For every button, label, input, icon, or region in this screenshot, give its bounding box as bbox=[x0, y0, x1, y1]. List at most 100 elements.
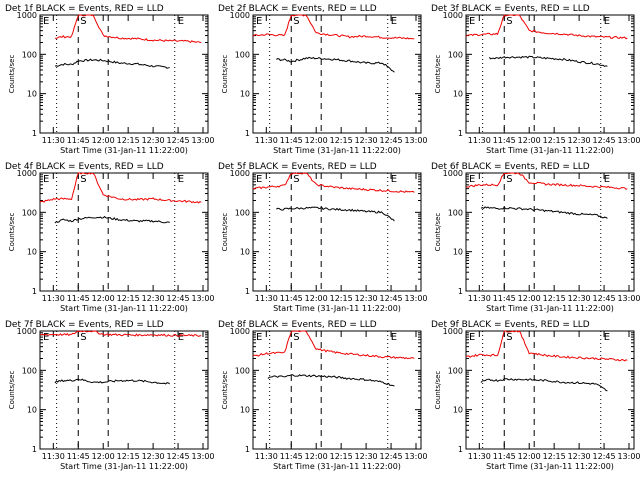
x-tick-label: 13:00 bbox=[191, 294, 214, 303]
x-tick-label: 12:30 bbox=[355, 452, 378, 461]
lld-series-line bbox=[465, 172, 628, 190]
x-tick-label: 13:00 bbox=[191, 452, 214, 461]
plot-frame bbox=[252, 14, 422, 134]
x-tick-label: 13:00 bbox=[404, 452, 427, 461]
y-tick-label: 1 bbox=[245, 445, 250, 454]
event-marker: S bbox=[80, 16, 86, 27]
y-tick-label: 1 bbox=[32, 445, 37, 454]
x-tick-label: 11:30 bbox=[468, 294, 491, 303]
chart-title: Det 4f BLACK = Events, RED = LLD bbox=[5, 162, 164, 172]
plot-frame bbox=[252, 330, 422, 450]
chart-panel: Det 1f BLACK = Events, RED = LLD 1 10 100 10… bbox=[5, 4, 215, 155]
y-tick-label: 10 bbox=[453, 90, 463, 99]
x-tick-label: 12:15 bbox=[117, 452, 140, 461]
x-tick-label: 12:00 bbox=[305, 294, 328, 303]
x-tick-label: 12:15 bbox=[330, 136, 353, 145]
events-series-line bbox=[488, 55, 608, 67]
x-tick-label: 12:00 bbox=[92, 452, 115, 461]
x-tick-label: 12:45 bbox=[380, 294, 403, 303]
x-tick-label: 12:45 bbox=[593, 294, 616, 303]
plot-frame bbox=[39, 330, 209, 450]
x-tick-label: 11:30 bbox=[255, 452, 278, 461]
x-tick-label: 11:30 bbox=[255, 136, 278, 145]
x-tick-label: 12:00 bbox=[92, 294, 115, 303]
event-marker: E bbox=[469, 332, 475, 343]
lld-series-line bbox=[252, 14, 415, 40]
x-tick-label: 12:15 bbox=[543, 452, 566, 461]
chart-title: Det 1f BLACK = Events, RED = LLD bbox=[5, 4, 164, 14]
x-tick-label: 11:45 bbox=[67, 452, 90, 461]
event-marker: S bbox=[293, 174, 299, 185]
y-tick-label: 1 bbox=[32, 287, 37, 296]
y-tick-label: 1 bbox=[458, 445, 463, 454]
x-axis-label: Start Time (31-Jan-11 11:22:00) bbox=[60, 462, 188, 471]
y-tick-label: 100 bbox=[448, 366, 463, 375]
chart-panel: Det 6f BLACK = Events, RED = LLD 1 10 100 10… bbox=[431, 162, 640, 313]
x-tick-label: 12:45 bbox=[167, 452, 190, 461]
x-tick-label: 11:30 bbox=[255, 294, 278, 303]
y-tick-label: 10 bbox=[27, 406, 37, 415]
y-tick-label: 1000 bbox=[443, 327, 463, 336]
x-tick-label: 12:15 bbox=[543, 294, 566, 303]
chart-title: Det 7f BLACK = Events, RED = LLD bbox=[5, 320, 164, 330]
chart-panel: Det 8f BLACK = Events, RED = LLD 1 10 100 10… bbox=[218, 320, 428, 471]
event-marker: S bbox=[80, 174, 86, 185]
x-tick-label: 13:00 bbox=[404, 294, 427, 303]
y-tick-label: 10 bbox=[240, 90, 250, 99]
x-tick-label: 13:00 bbox=[617, 452, 640, 461]
chart-panel: Det 9f BLACK = Events, RED = LLD 1 10 100 10… bbox=[431, 320, 640, 471]
event-marker: S bbox=[80, 332, 86, 343]
x-tick-label: 12:45 bbox=[380, 452, 403, 461]
x-axis-label: Start Time (31-Jan-11 11:22:00) bbox=[60, 146, 188, 155]
lld-series-line bbox=[252, 330, 415, 360]
y-tick-label: 100 bbox=[235, 366, 250, 375]
x-tick-label: 12:30 bbox=[142, 294, 165, 303]
x-tick-label: 12:15 bbox=[330, 452, 353, 461]
y-axis-label: Counts/sec bbox=[434, 213, 442, 252]
plot-frame bbox=[465, 14, 635, 134]
event-marker: E bbox=[256, 16, 262, 27]
x-tick-label: 11:45 bbox=[280, 452, 303, 461]
x-tick-label: 11:45 bbox=[493, 452, 516, 461]
chart-panel: Det 3f BLACK = Events, RED = LLD 1 10 100 10… bbox=[431, 4, 640, 155]
event-marker: S bbox=[506, 332, 512, 343]
x-tick-label: 11:45 bbox=[67, 294, 90, 303]
event-marker: E bbox=[469, 16, 475, 27]
events-series-line bbox=[276, 56, 395, 73]
x-tick-label: 11:30 bbox=[468, 452, 491, 461]
x-tick-label: 13:00 bbox=[191, 136, 214, 145]
lld-series-line bbox=[54, 14, 202, 44]
y-tick-label: 100 bbox=[22, 366, 37, 375]
x-tick-label: 12:45 bbox=[167, 294, 190, 303]
chart-panel: Det 4f BLACK = Events, RED = LLD 1 10 100 10… bbox=[5, 162, 215, 313]
events-series-line bbox=[54, 378, 171, 385]
plot-frame bbox=[39, 172, 209, 292]
lld-series-line bbox=[465, 14, 628, 40]
x-axis-label: Start Time (31-Jan-11 11:22:00) bbox=[486, 304, 614, 313]
x-tick-label: 12:30 bbox=[142, 136, 165, 145]
chart-panel: Det 5f BLACK = Events, RED = LLD 1 10 100 10… bbox=[218, 162, 428, 313]
event-marker: E bbox=[469, 174, 475, 185]
events-series-line bbox=[54, 58, 170, 69]
x-tick-label: 12:30 bbox=[355, 136, 378, 145]
y-axis-label: Counts/sec bbox=[221, 213, 229, 252]
x-tick-label: 12:30 bbox=[568, 136, 591, 145]
x-tick-label: 12:45 bbox=[593, 136, 616, 145]
x-axis-label: Start Time (31-Jan-11 11:22:00) bbox=[273, 146, 401, 155]
y-tick-label: 1 bbox=[245, 287, 250, 296]
chart-title: Det 2f BLACK = Events, RED = LLD bbox=[218, 4, 377, 14]
y-axis-label: Counts/sec bbox=[8, 213, 16, 252]
y-tick-label: 1 bbox=[458, 129, 463, 138]
lld-series-line bbox=[252, 172, 415, 194]
event-marker: S bbox=[293, 16, 299, 27]
x-tick-label: 11:30 bbox=[42, 452, 65, 461]
x-axis-label: Start Time (31-Jan-11 11:22:00) bbox=[273, 462, 401, 471]
y-tick-label: 100 bbox=[235, 208, 250, 217]
y-tick-label: 100 bbox=[235, 50, 250, 59]
y-tick-label: 100 bbox=[448, 208, 463, 217]
y-axis-label: Counts/sec bbox=[8, 55, 16, 94]
lld-series-line bbox=[465, 330, 628, 362]
chart-title: Det 9f BLACK = Events, RED = LLD bbox=[431, 320, 590, 330]
x-tick-label: 12:45 bbox=[593, 452, 616, 461]
